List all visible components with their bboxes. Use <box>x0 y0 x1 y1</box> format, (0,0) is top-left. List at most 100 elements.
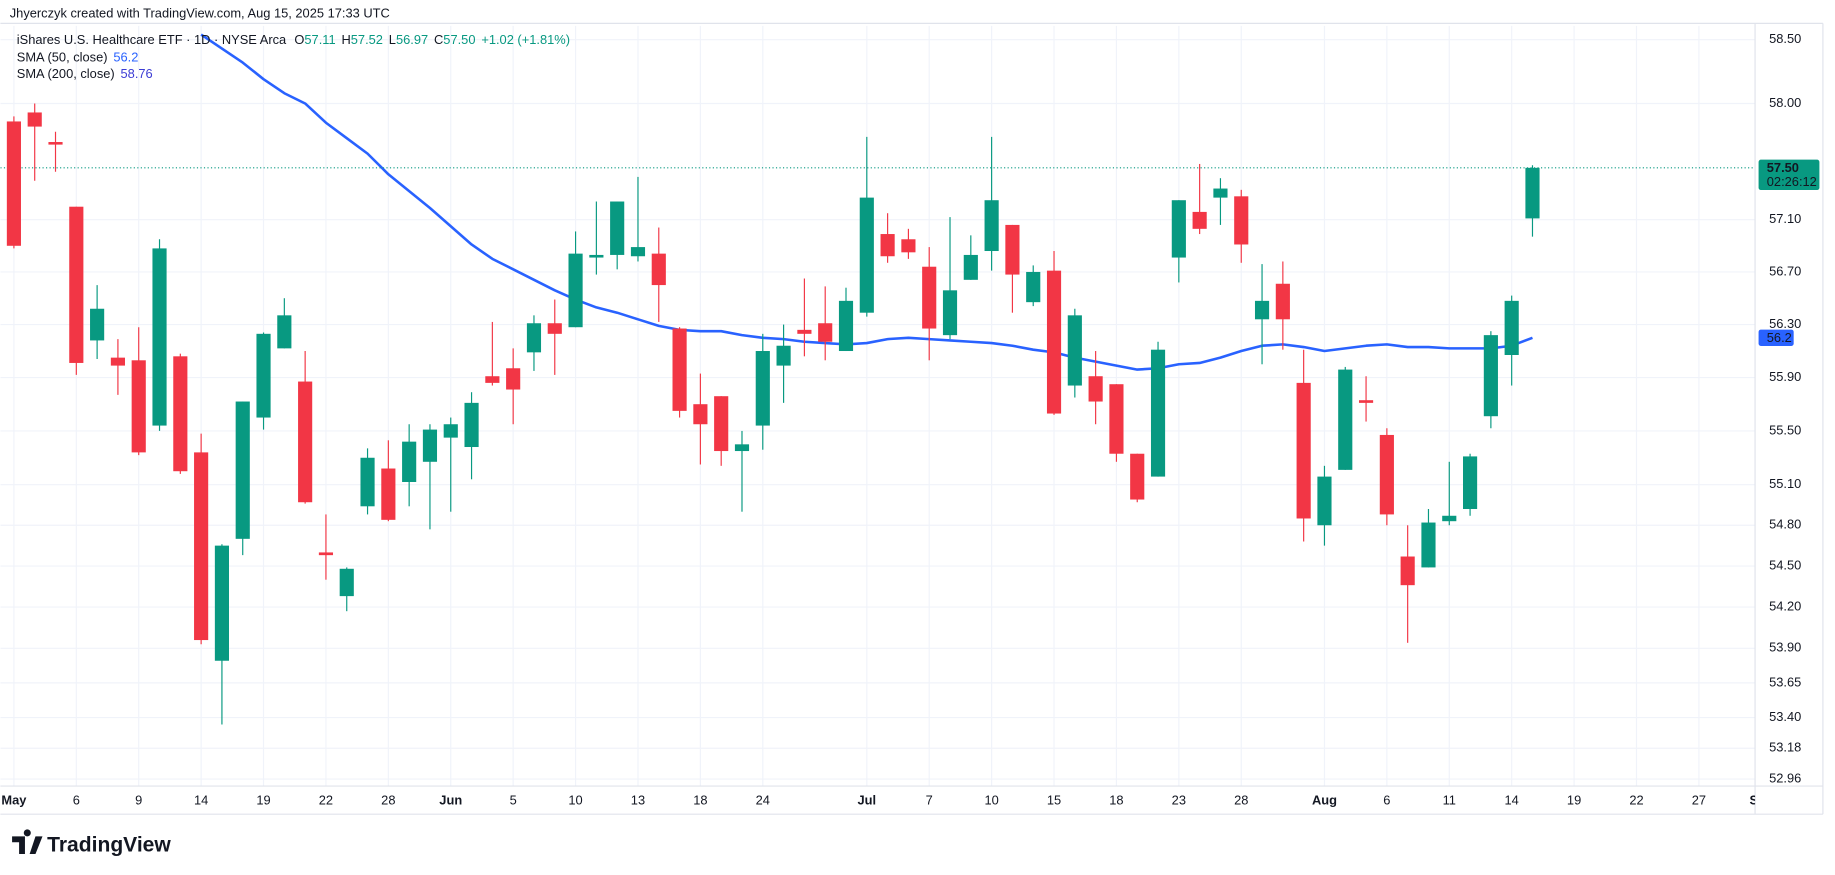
x-tick-label: 19 <box>1567 793 1581 808</box>
y-tick-label: 54.20 <box>1769 598 1801 613</box>
sma-tag-label: 56.2 <box>1767 330 1792 345</box>
candle-body <box>1192 211 1207 229</box>
candle-body <box>277 315 292 349</box>
y-tick-label: 53.40 <box>1769 709 1801 724</box>
countdown-label: 02:26:12 <box>1767 174 1817 189</box>
candle-body <box>1088 376 1103 402</box>
logo: TradingView <box>12 829 171 856</box>
x-tick-label: Sep <box>1750 793 1774 808</box>
candle-body <box>402 441 417 482</box>
sma-value: 56.2 <box>113 50 138 65</box>
candle-body <box>1442 515 1457 522</box>
candle-body <box>27 112 42 127</box>
candle-body <box>1171 200 1186 258</box>
ohlc-key: L <box>389 32 396 47</box>
credit: Jhyerczyk created with TradingView.com, … <box>10 5 390 20</box>
candle-body <box>1109 384 1124 454</box>
candle-body <box>1234 196 1249 245</box>
candle-body <box>360 457 375 507</box>
candle-body <box>235 401 250 539</box>
y-tick-label: 54.50 <box>1769 557 1801 572</box>
candle-body <box>1150 349 1166 477</box>
y-tick-label: 57.10 <box>1769 211 1801 226</box>
candle-body <box>173 356 188 472</box>
candle-body <box>1421 522 1436 568</box>
change: +1.02 (+1.81%) <box>481 32 570 47</box>
candle-body <box>776 345 791 366</box>
candle-body <box>526 323 542 353</box>
candle-body <box>1483 335 1498 417</box>
candle-body <box>1067 315 1082 386</box>
logo-text: TradingView <box>47 833 171 856</box>
candle-body <box>1358 400 1374 403</box>
candle-body <box>1317 476 1332 526</box>
x-tick-label: 9 <box>135 793 142 808</box>
ohlc-key: O <box>294 32 304 47</box>
candle-body <box>1130 453 1145 500</box>
candle-body <box>339 568 354 597</box>
legend-sma50: SMA (50, close) 56.2 <box>17 50 139 65</box>
x-tick-label: 23 <box>1172 793 1186 808</box>
candle-body <box>568 253 583 328</box>
y-tick-label: 56.30 <box>1769 316 1801 331</box>
last-price-label: 57.50 <box>1767 160 1799 175</box>
candle-body <box>1504 300 1519 355</box>
candle-body <box>1275 283 1290 320</box>
x-tick-label: 11 <box>1443 793 1456 808</box>
y-tick-label: 53.18 <box>1769 740 1801 755</box>
ohlc-key: H <box>341 32 350 47</box>
candle-body <box>1400 556 1415 586</box>
candle-body <box>110 357 125 366</box>
candle-body <box>48 142 63 145</box>
legend-main: iShares U.S. Healthcare ETF · 1D · NYSE … <box>17 32 570 47</box>
candle-body <box>672 328 687 411</box>
sma-line <box>200 33 1533 371</box>
x-tick-label: 5 <box>510 793 517 808</box>
candle-body <box>1338 369 1353 470</box>
y-tick-label: 53.90 <box>1769 640 1801 655</box>
sma-tag <box>1758 329 1794 346</box>
candle-body <box>547 323 562 334</box>
x-tick-label: 6 <box>1383 793 1390 808</box>
candle-body <box>1379 434 1394 515</box>
candle-body <box>880 234 895 257</box>
logo-icon <box>12 829 43 854</box>
x-tick-label: 15 <box>1047 793 1061 808</box>
ohlc-value: 57.50 <box>443 32 475 47</box>
x-tick-label: 22 <box>319 793 333 808</box>
candle-body <box>1046 270 1062 414</box>
y-tick-label: 56.70 <box>1769 263 1801 278</box>
candle-body <box>381 468 396 520</box>
x-tick-label: 10 <box>568 793 582 808</box>
candle-body <box>630 247 646 257</box>
x-tick-label: 28 <box>381 793 395 808</box>
candle-body <box>318 552 334 556</box>
x-tick-label: 6 <box>73 793 80 808</box>
plot-area <box>0 33 1756 725</box>
candle-body <box>651 253 666 286</box>
y-tick-label: 55.50 <box>1769 422 1801 437</box>
candle-body <box>1026 271 1041 303</box>
x-tick-label: Aug <box>1312 793 1337 808</box>
candle-body <box>1463 456 1478 510</box>
candle-body <box>90 308 105 341</box>
candle-body <box>1254 300 1270 320</box>
x-tick-label: Jun <box>439 793 462 808</box>
candle-body <box>797 329 812 334</box>
x-tick-label: 24 <box>756 793 770 808</box>
candle-body <box>818 323 833 342</box>
candle-body <box>610 201 625 255</box>
candle-body <box>422 429 438 462</box>
candle-body <box>194 452 209 641</box>
x-tick-label: 22 <box>1629 793 1643 808</box>
last-price-tag <box>1758 159 1820 191</box>
candle-body <box>69 206 84 363</box>
candle-body <box>485 376 500 383</box>
ohlc-value: 56.97 <box>396 32 428 47</box>
x-tick-label: 28 <box>1234 793 1248 808</box>
candle-body <box>298 381 313 503</box>
candle-body <box>1005 224 1020 275</box>
x-tick-label: Jul <box>858 793 877 808</box>
